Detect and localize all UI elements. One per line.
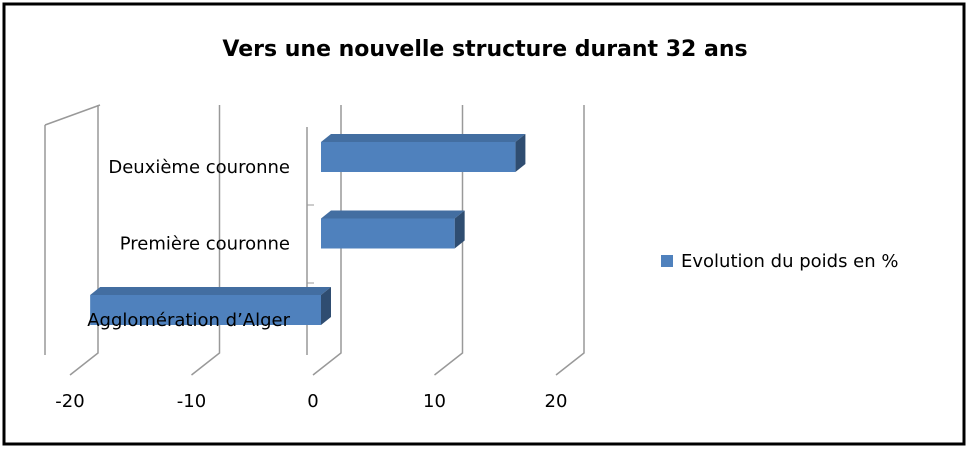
- bar: [321, 142, 516, 172]
- bar-side: [321, 287, 331, 325]
- grid-line: [434, 105, 464, 376]
- bar-top: [321, 134, 526, 142]
- bar-top: [321, 210, 465, 219]
- x-tick-label: 10: [423, 391, 446, 412]
- x-tick-label: 20: [545, 391, 568, 412]
- grid-line: [312, 105, 342, 376]
- grid-line: [69, 105, 99, 376]
- y-tick-label: Deuxième couronne: [108, 157, 290, 178]
- chart-frame: [2, 2, 966, 446]
- y-tick-label: Agglomération d’Alger: [87, 310, 290, 331]
- bar-side: [515, 134, 526, 172]
- legend-swatch: [661, 255, 673, 267]
- grid-line: [191, 105, 221, 376]
- chart-title: Vers une nouvelle structure durant 32 an…: [222, 37, 747, 62]
- y-tick-label: Première couronne: [120, 234, 290, 255]
- x-tick-label: 0: [307, 391, 318, 412]
- x-tick-label: -10: [177, 391, 206, 412]
- x-tick-label: -20: [55, 391, 84, 412]
- bar-side: [454, 210, 465, 249]
- bar-top: [90, 287, 332, 295]
- side-wall: [44, 104, 101, 126]
- legend-label: Evolution du poids en %: [681, 251, 898, 272]
- bar: [90, 295, 322, 325]
- bar: [321, 218, 455, 249]
- grid-line: [555, 105, 585, 376]
